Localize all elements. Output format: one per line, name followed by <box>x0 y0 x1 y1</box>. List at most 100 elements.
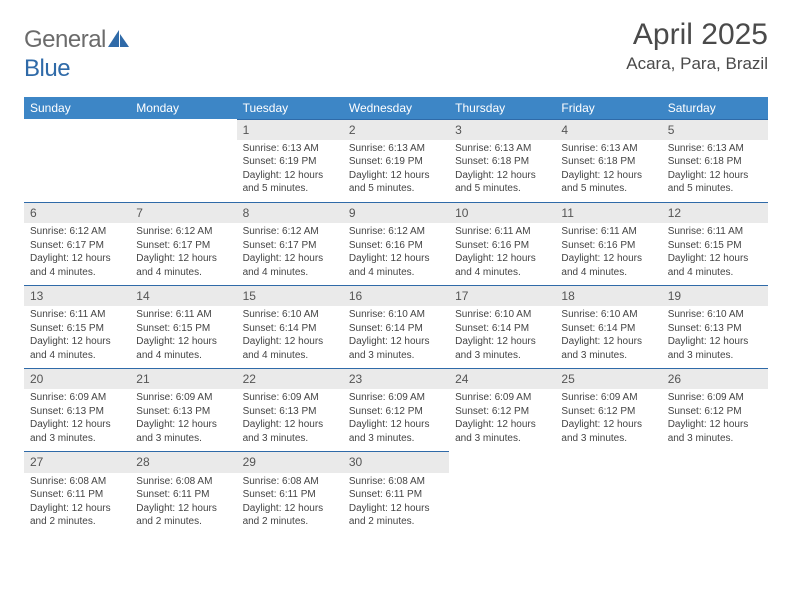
daylight-line: Daylight: 12 hours and 4 minutes. <box>561 252 655 279</box>
sunrise-line: Sunrise: 6:09 AM <box>668 391 762 405</box>
day-number: 11 <box>555 202 661 223</box>
sunrise-line: Sunrise: 6:11 AM <box>668 225 762 239</box>
calendar-cell: 6Sunrise: 6:12 AMSunset: 6:17 PMDaylight… <box>24 202 130 285</box>
sunrise-line: Sunrise: 6:13 AM <box>349 142 443 156</box>
day-details: Sunrise: 6:10 AMSunset: 6:14 PMDaylight:… <box>449 306 555 368</box>
day-number: 2 <box>343 119 449 140</box>
sunrise-line: Sunrise: 6:13 AM <box>561 142 655 156</box>
sunset-line: Sunset: 6:13 PM <box>243 405 337 419</box>
day-number: 18 <box>555 285 661 306</box>
day-number: 10 <box>449 202 555 223</box>
calendar-cell: 21Sunrise: 6:09 AMSunset: 6:13 PMDayligh… <box>130 368 236 451</box>
sunset-line: Sunset: 6:17 PM <box>136 239 230 253</box>
sunrise-line: Sunrise: 6:10 AM <box>243 308 337 322</box>
day-number: 22 <box>237 368 343 389</box>
daylight-line: Daylight: 12 hours and 3 minutes. <box>30 418 124 445</box>
sunrise-line: Sunrise: 6:11 AM <box>30 308 124 322</box>
calendar-cell: 15Sunrise: 6:10 AMSunset: 6:14 PMDayligh… <box>237 285 343 368</box>
day-details: Sunrise: 6:13 AMSunset: 6:19 PMDaylight:… <box>237 140 343 202</box>
sunrise-line: Sunrise: 6:12 AM <box>136 225 230 239</box>
sunset-line: Sunset: 6:14 PM <box>243 322 337 336</box>
calendar-cell: 27Sunrise: 6:08 AMSunset: 6:11 PMDayligh… <box>24 451 130 534</box>
sunset-line: Sunset: 6:13 PM <box>136 405 230 419</box>
sunset-line: Sunset: 6:19 PM <box>243 155 337 169</box>
day-number: 30 <box>343 451 449 472</box>
calendar-cell: 26Sunrise: 6:09 AMSunset: 6:12 PMDayligh… <box>662 368 768 451</box>
day-number: 12 <box>662 202 768 223</box>
calendar-cell: 16Sunrise: 6:10 AMSunset: 6:14 PMDayligh… <box>343 285 449 368</box>
calendar-cell: 18Sunrise: 6:10 AMSunset: 6:14 PMDayligh… <box>555 285 661 368</box>
day-number: 23 <box>343 368 449 389</box>
day-details: Sunrise: 6:09 AMSunset: 6:12 PMDaylight:… <box>343 389 449 451</box>
calendar-cell: 2Sunrise: 6:13 AMSunset: 6:19 PMDaylight… <box>343 119 449 202</box>
sunset-line: Sunset: 6:16 PM <box>561 239 655 253</box>
calendar-cell: 10Sunrise: 6:11 AMSunset: 6:16 PMDayligh… <box>449 202 555 285</box>
daylight-line: Daylight: 12 hours and 3 minutes. <box>349 335 443 362</box>
month-title: April 2025 <box>626 18 768 52</box>
sunset-line: Sunset: 6:12 PM <box>668 405 762 419</box>
calendar-cell: 29Sunrise: 6:08 AMSunset: 6:11 PMDayligh… <box>237 451 343 534</box>
sunset-line: Sunset: 6:11 PM <box>136 488 230 502</box>
day-number: 9 <box>343 202 449 223</box>
calendar-cell: 14Sunrise: 6:11 AMSunset: 6:15 PMDayligh… <box>130 285 236 368</box>
sunset-line: Sunset: 6:18 PM <box>668 155 762 169</box>
sunset-line: Sunset: 6:12 PM <box>455 405 549 419</box>
sunset-line: Sunset: 6:18 PM <box>455 155 549 169</box>
daylight-line: Daylight: 12 hours and 2 minutes. <box>136 502 230 529</box>
logo-word-1: General <box>24 26 106 53</box>
day-header-sun: Sunday <box>24 97 130 119</box>
daylight-line: Daylight: 12 hours and 5 minutes. <box>561 169 655 196</box>
daylight-line: Daylight: 12 hours and 4 minutes. <box>136 252 230 279</box>
logo-text: GeneralBlue <box>24 26 131 83</box>
sunrise-line: Sunrise: 6:12 AM <box>243 225 337 239</box>
sunrise-line: Sunrise: 6:08 AM <box>243 475 337 489</box>
sunrise-line: Sunrise: 6:12 AM <box>30 225 124 239</box>
calendar-cell: 23Sunrise: 6:09 AMSunset: 6:12 PMDayligh… <box>343 368 449 451</box>
day-number: 24 <box>449 368 555 389</box>
day-header-fri: Friday <box>555 97 661 119</box>
calendar-cell: 30Sunrise: 6:08 AMSunset: 6:11 PMDayligh… <box>343 451 449 534</box>
day-number: 4 <box>555 119 661 140</box>
calendar-page: GeneralBlue April 2025 Acara, Para, Braz… <box>0 0 792 553</box>
sunset-line: Sunset: 6:11 PM <box>243 488 337 502</box>
sunset-line: Sunset: 6:13 PM <box>668 322 762 336</box>
sunrise-line: Sunrise: 6:13 AM <box>243 142 337 156</box>
calendar-cell: 12Sunrise: 6:11 AMSunset: 6:15 PMDayligh… <box>662 202 768 285</box>
sunrise-line: Sunrise: 6:09 AM <box>243 391 337 405</box>
calendar-cell <box>130 119 236 202</box>
day-header-wed: Wednesday <box>343 97 449 119</box>
day-number: 8 <box>237 202 343 223</box>
day-details: Sunrise: 6:09 AMSunset: 6:12 PMDaylight:… <box>449 389 555 451</box>
sunrise-line: Sunrise: 6:09 AM <box>349 391 443 405</box>
day-number: 28 <box>130 451 236 472</box>
daylight-line: Daylight: 12 hours and 5 minutes. <box>243 169 337 196</box>
sunrise-line: Sunrise: 6:08 AM <box>30 475 124 489</box>
day-details: Sunrise: 6:11 AMSunset: 6:15 PMDaylight:… <box>662 223 768 285</box>
sunrise-line: Sunrise: 6:09 AM <box>561 391 655 405</box>
day-details: Sunrise: 6:10 AMSunset: 6:14 PMDaylight:… <box>555 306 661 368</box>
day-number: 14 <box>130 285 236 306</box>
daylight-line: Daylight: 12 hours and 4 minutes. <box>30 252 124 279</box>
calendar-cell <box>449 451 555 534</box>
sunrise-line: Sunrise: 6:09 AM <box>30 391 124 405</box>
sunrise-line: Sunrise: 6:11 AM <box>561 225 655 239</box>
location: Acara, Para, Brazil <box>626 54 768 74</box>
calendar-cell: 25Sunrise: 6:09 AMSunset: 6:12 PMDayligh… <box>555 368 661 451</box>
calendar-cell: 24Sunrise: 6:09 AMSunset: 6:12 PMDayligh… <box>449 368 555 451</box>
calendar-cell: 8Sunrise: 6:12 AMSunset: 6:17 PMDaylight… <box>237 202 343 285</box>
day-header-sat: Saturday <box>662 97 768 119</box>
logo: GeneralBlue <box>24 26 131 83</box>
daylight-line: Daylight: 12 hours and 4 minutes. <box>349 252 443 279</box>
calendar-cell: 4Sunrise: 6:13 AMSunset: 6:18 PMDaylight… <box>555 119 661 202</box>
calendar-cell: 17Sunrise: 6:10 AMSunset: 6:14 PMDayligh… <box>449 285 555 368</box>
daylight-line: Daylight: 12 hours and 5 minutes. <box>668 169 762 196</box>
sunrise-line: Sunrise: 6:13 AM <box>668 142 762 156</box>
day-details: Sunrise: 6:11 AMSunset: 6:15 PMDaylight:… <box>130 306 236 368</box>
calendar-cell: 22Sunrise: 6:09 AMSunset: 6:13 PMDayligh… <box>237 368 343 451</box>
daylight-line: Daylight: 12 hours and 3 minutes. <box>455 335 549 362</box>
daylight-line: Daylight: 12 hours and 3 minutes. <box>668 418 762 445</box>
calendar-cell <box>555 451 661 534</box>
day-details: Sunrise: 6:09 AMSunset: 6:13 PMDaylight:… <box>130 389 236 451</box>
daylight-line: Daylight: 12 hours and 3 minutes. <box>561 335 655 362</box>
sunrise-line: Sunrise: 6:09 AM <box>136 391 230 405</box>
